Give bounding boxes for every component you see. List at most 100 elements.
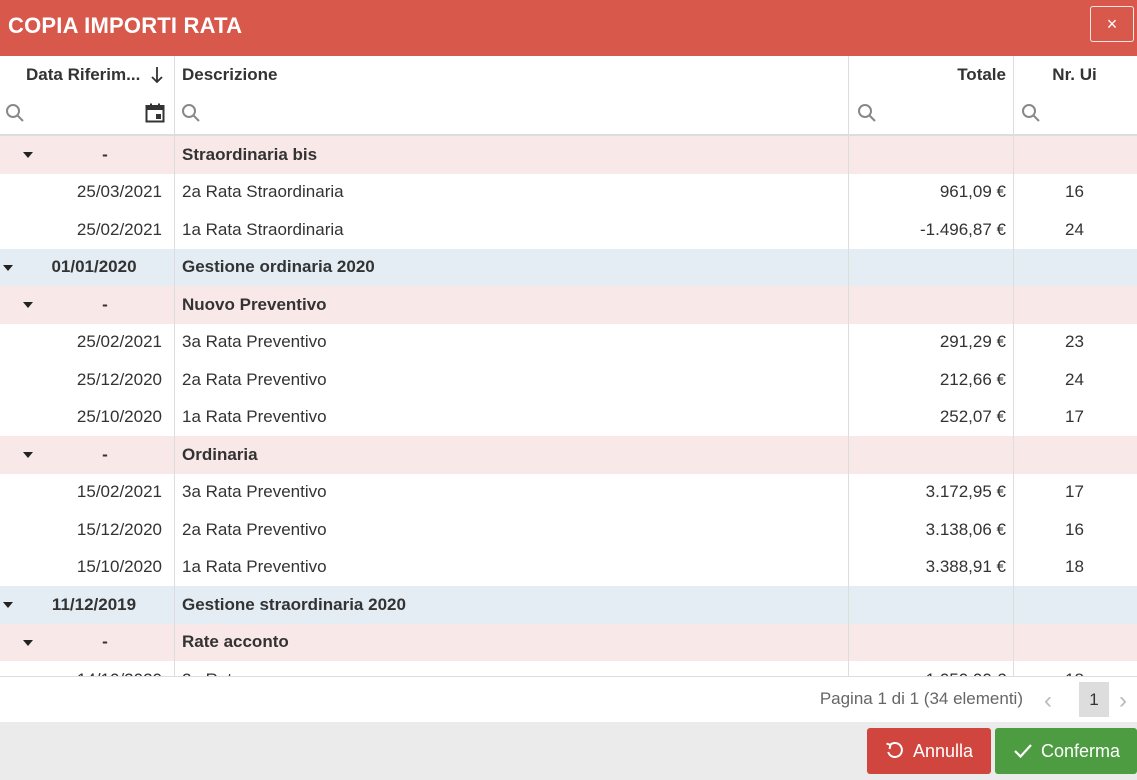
cell-description: 3a Rata Preventivo [182,332,327,352]
cell-total: 1.050,00 € [849,661,1014,676]
filter-units[interactable] [1014,94,1137,134]
cell-units [1014,436,1137,474]
search-icon [858,104,876,122]
cell-date: 25/10/2020 [0,399,174,437]
cell-total: -1.496,87 € [919,219,1006,239]
check-icon [1014,744,1032,759]
cell-date: - [0,624,174,662]
table-row[interactable]: 25/02/2021 1a Rata Straordinaria -1.496,87… [0,211,1137,249]
confirm-button[interactable]: Conferma [995,728,1137,774]
filter-description[interactable] [174,94,849,134]
date-text: 25/12/2020 [76,369,162,389]
column-header-description[interactable]: Descrizione [174,56,849,94]
column-divider [1013,56,1014,676]
date-text: 11/12/2019 [51,594,137,614]
group-row[interactable]: - Nuovo Preventivo [0,286,1137,324]
column-header-total-label: Totale [957,65,1006,84]
table-row[interactable]: 14/10/2020 2a Rata1.050,00 €18 [0,661,1137,676]
calendar-icon[interactable] [145,103,165,123]
cell-description: 2a Rata Preventivo [182,519,327,539]
column-header-date-label: Data Riferim... [26,65,141,84]
close-icon: × [1106,14,1118,34]
date-text: - [102,144,108,164]
caret-down-icon[interactable] [23,302,33,308]
search-icon [182,104,200,122]
cell-description: Nuovo Preventivo [182,294,327,314]
group-row[interactable]: 11/12/2019 Gestione straordinaria 2020 [0,586,1137,624]
cell-units [1014,624,1137,662]
column-divider [174,56,175,676]
column-header-date[interactable]: Data Riferim... [0,56,174,94]
table-row[interactable]: 25/03/2021 2a Rata Straordinaria 961,09 € 1… [0,174,1137,212]
pager-page-1[interactable]: 1 [1079,682,1109,717]
table-row[interactable]: 15/10/2020 1a Rata Preventivo 3.388,91 € 18 [0,549,1137,587]
caret-down-icon[interactable] [23,639,33,646]
column-header-units[interactable]: Nr. Ui [1014,56,1137,94]
cell-units: 17 [1065,407,1084,427]
group-row[interactable]: - Rate acconto [0,623,1137,662]
cell-units: 16 [1065,519,1084,539]
cell-total: 3.388,91 € [925,557,1006,577]
cell-description: 2a Rata Preventivo [182,369,327,389]
cell-total: 212,66 € [939,369,1006,389]
cell-description: Gestione straordinaria 2020 [182,594,406,614]
pager-next-button[interactable]: › [1119,687,1127,714]
cancel-button-label: Annulla [913,740,974,761]
caret-down-icon[interactable] [3,264,13,271]
table-row[interactable]: 15/12/2020 2a Rata Preventivo 3.138,06 € 16 [0,511,1137,549]
cell-date: 25/03/2021 [0,174,174,212]
pager-prev-button[interactable]: ‹ [1044,687,1052,714]
dialog-title: COPIA IMPORTI RATA [8,13,243,38]
cell-date: 25/02/2021 [0,211,174,249]
caret-down-icon[interactable] [23,452,33,458]
confirm-button-label: Conferma [1041,740,1121,761]
cell-date: 14/10/2020 [0,661,174,676]
group-row[interactable]: - Straordinaria bis [0,136,1137,174]
column-header-description-label: Descrizione [182,65,278,84]
cell-date: 15/12/2020 [0,511,174,549]
cell-units [1014,249,1137,287]
cell-total: 252,07 € [939,407,1006,427]
cell-description: 2a Rata [174,661,849,676]
cancel-button[interactable]: Annulla [867,728,991,774]
filter-total[interactable] [849,94,1014,134]
dialog-titlebar: COPIA IMPORTI RATA × [0,0,1137,56]
group-row[interactable]: - Ordinaria [0,436,1137,474]
cell-total [849,624,1014,662]
cell-units: 23 [1065,332,1084,352]
caret-down-icon[interactable] [23,152,33,158]
cell-description: 3a Rata Preventivo [182,482,327,502]
table-row[interactable]: 25/12/2020 2a Rata Preventivo 212,66 € 24 [0,361,1137,399]
cell-total [849,286,1014,324]
date-text: - [102,294,108,314]
search-icon [6,104,24,122]
group-row[interactable]: 01/01/2020 Gestione ordinaria 2020 [0,248,1137,287]
date-text: 25/10/2020 [76,407,162,427]
cell-description: Straordinaria bis [182,144,318,164]
cell-total [849,249,1014,287]
column-header-total[interactable]: Totale [849,56,1014,94]
filter-row [0,94,1137,136]
search-icon [1022,104,1040,122]
cell-total: 3.172,95 € [925,482,1006,502]
date-text: - [102,444,108,464]
pager-info: Pagina 1 di 1 (34 elementi) [819,689,1023,708]
caret-down-icon[interactable] [3,602,13,608]
cell-total: 3.138,06 € [925,519,1006,539]
cell-units [1014,586,1137,624]
cell-date: 25/02/2021 [0,324,174,362]
cell-units [1014,286,1137,324]
filter-date[interactable] [0,94,174,134]
cell-total [849,436,1014,474]
column-header-row: Data Riferim... Descrizione Totale Nr. U… [0,56,1137,95]
cell-description: Ordinaria [182,444,258,464]
date-text: 14/10/2020 [77,670,162,676]
table-row[interactable]: 15/02/2021 3a Rata Preventivo 3.172,95 € 17 [0,474,1137,512]
close-button[interactable]: × [1090,6,1134,42]
column-divider [848,56,849,676]
cell-description: 2a Rata Straordinaria [182,182,344,202]
table-row[interactable]: 25/02/2021 3a Rata Preventivo 291,29 € 23 [0,324,1137,362]
cell-units: 18 [1014,661,1137,676]
cell-date: - [0,436,174,474]
table-row[interactable]: 25/10/2020 1a Rata Preventivo 252,07 € 17 [0,399,1137,437]
